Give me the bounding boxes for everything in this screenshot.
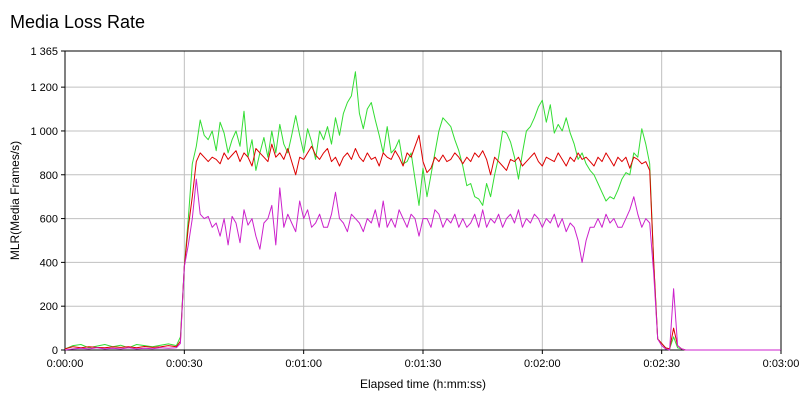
- y-axis-label: MLR(Media Frames/s): [8, 141, 22, 260]
- x-tick-label: 0:02:30: [643, 358, 680, 370]
- x-tick-label: 0:03:00: [763, 358, 800, 370]
- y-tick-label: 200: [40, 301, 58, 313]
- x-tick-label: 0:00:30: [166, 358, 203, 370]
- y-tick-label: 1 200: [30, 82, 58, 94]
- series-line-3: [64, 178, 781, 351]
- series-line-2: [64, 134, 781, 351]
- x-tick-label: 0:01:30: [405, 358, 442, 370]
- x-axis-label: Elapsed time (h:mm:ss): [360, 377, 486, 391]
- series-line-1: [64, 71, 781, 351]
- y-tick-label: 1 365: [30, 46, 58, 58]
- y-tick-label: 600: [40, 214, 58, 226]
- x-tick-label: 0:02:00: [524, 358, 561, 370]
- y-tick-label: 800: [40, 170, 58, 182]
- x-axis-ticks: 0:00:00 0:00:30 0:01:00 0:01:30 0:02:00 0:02:…: [47, 350, 800, 370]
- x-tick-label: 0:01:00: [285, 358, 322, 370]
- y-axis-ticks: 0 200 400 600 800 1 000 1 200 1 365: [30, 46, 65, 357]
- grid: [65, 51, 781, 350]
- y-tick-label: 1 000: [30, 126, 58, 138]
- chart-title: Media Loss Rate: [10, 12, 146, 32]
- series-group: [64, 71, 781, 351]
- x-tick-label: 0:00:00: [47, 358, 84, 370]
- y-tick-label: 0: [52, 345, 58, 357]
- y-tick-label: 400: [40, 257, 58, 269]
